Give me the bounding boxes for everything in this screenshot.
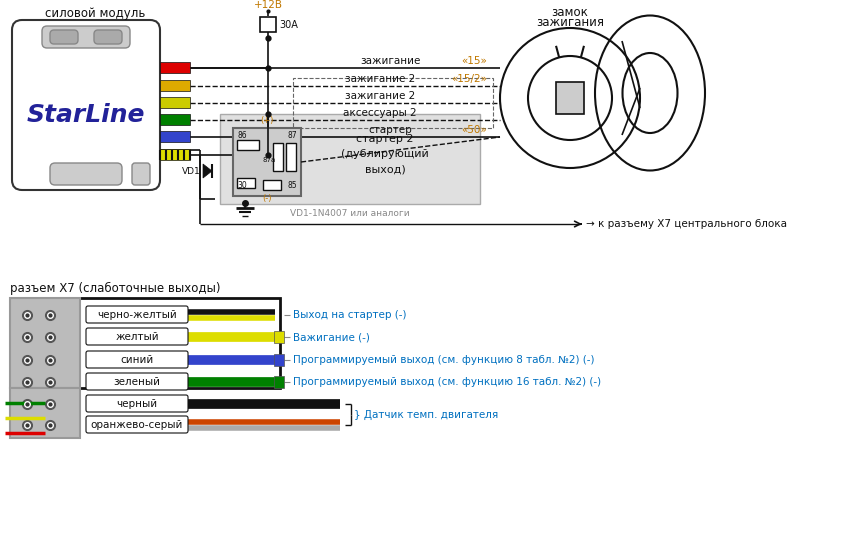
Bar <box>556 82 584 114</box>
Bar <box>263 180 281 190</box>
Text: оранжево-серый: оранжево-серый <box>91 420 183 430</box>
FancyBboxPatch shape <box>50 30 78 44</box>
Text: } Датчик темп. двигателя: } Датчик темп. двигателя <box>354 410 498 420</box>
Bar <box>273 143 283 171</box>
FancyBboxPatch shape <box>132 163 150 185</box>
Text: черно-желтый: черно-желтый <box>97 310 177 320</box>
Text: зажигание 2: зажигание 2 <box>345 74 415 84</box>
Text: 87а: 87а <box>262 157 275 163</box>
Text: стартер: стартер <box>368 125 412 135</box>
Bar <box>237 140 259 150</box>
Text: аксессуары 2: аксессуары 2 <box>343 108 417 118</box>
Bar <box>10 298 80 388</box>
Bar <box>286 143 296 171</box>
Bar <box>274 376 284 388</box>
Text: выход): выход) <box>365 164 405 174</box>
Text: 30А: 30А <box>279 20 298 30</box>
Text: замок: замок <box>551 6 588 18</box>
Bar <box>260 17 276 32</box>
Bar <box>293 78 493 128</box>
Text: Программируемый выход (см. функцию 16 табл. №2) (-): Программируемый выход (см. функцию 16 та… <box>293 377 601 387</box>
Bar <box>274 331 284 343</box>
FancyBboxPatch shape <box>86 395 188 412</box>
Bar <box>160 149 190 160</box>
FancyBboxPatch shape <box>86 351 188 368</box>
Bar <box>160 80 190 91</box>
Bar <box>220 114 480 204</box>
Text: силовой модуль: силовой модуль <box>45 7 145 20</box>
Text: 30: 30 <box>237 181 247 190</box>
Bar <box>10 298 280 388</box>
Bar <box>233 128 301 196</box>
Text: (+): (+) <box>261 116 273 124</box>
FancyBboxPatch shape <box>86 328 188 345</box>
Text: зажигание 2: зажигание 2 <box>345 91 415 101</box>
Text: VD1: VD1 <box>182 166 201 176</box>
Text: 87: 87 <box>287 132 297 141</box>
Text: StarLine: StarLine <box>27 103 145 127</box>
Text: «15»: «15» <box>461 56 487 66</box>
Bar <box>160 114 190 125</box>
Bar <box>274 354 284 366</box>
Text: +12В: +12В <box>254 0 282 10</box>
Bar <box>160 62 190 73</box>
Text: черный: черный <box>116 399 157 409</box>
Text: стартер 2: стартер 2 <box>356 134 414 144</box>
FancyBboxPatch shape <box>12 20 160 190</box>
FancyBboxPatch shape <box>86 373 188 390</box>
Text: (-): (-) <box>262 195 272 204</box>
FancyBboxPatch shape <box>42 26 130 48</box>
Text: желтый: желтый <box>115 332 159 342</box>
Bar <box>160 97 190 108</box>
FancyBboxPatch shape <box>86 306 188 323</box>
Bar <box>10 388 80 438</box>
Text: зажигание: зажигание <box>359 56 421 66</box>
Polygon shape <box>203 164 212 178</box>
Text: «50»: «50» <box>461 125 487 135</box>
FancyBboxPatch shape <box>86 416 188 433</box>
Bar <box>237 178 255 188</box>
Text: синий: синий <box>120 355 154 365</box>
Text: Программируемый выход (см. функцию 8 табл. №2) (-): Программируемый выход (см. функцию 8 таб… <box>293 355 594 365</box>
Text: VD1-1N4007 или аналоги: VD1-1N4007 или аналоги <box>290 209 410 218</box>
Bar <box>160 131 190 142</box>
Text: зажигания: зажигания <box>536 16 604 28</box>
Text: зеленый: зеленый <box>114 377 161 387</box>
Text: разъем Х7 (слаботочные выходы): разъем Х7 (слаботочные выходы) <box>10 281 220 295</box>
Text: 85: 85 <box>287 181 297 190</box>
Text: Выход на стартер (-): Выход на стартер (-) <box>293 310 407 320</box>
FancyBboxPatch shape <box>94 30 122 44</box>
Text: Важигание (-): Важигание (-) <box>293 332 370 342</box>
Text: → к разъему Х7 центрального блока: → к разъему Х7 центрального блока <box>586 219 787 229</box>
Text: «15/2»: «15/2» <box>451 74 487 84</box>
Text: (дублирующий: (дублирующий <box>341 149 429 159</box>
FancyBboxPatch shape <box>50 163 122 185</box>
Text: 86: 86 <box>237 132 247 141</box>
